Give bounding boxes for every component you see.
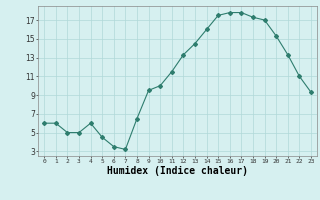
X-axis label: Humidex (Indice chaleur): Humidex (Indice chaleur) xyxy=(107,166,248,176)
